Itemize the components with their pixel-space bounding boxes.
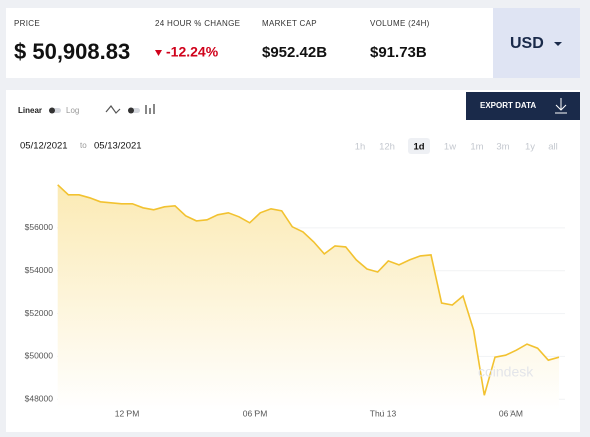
switch-knob — [128, 107, 134, 114]
range-button[interactable]: 1w — [444, 142, 456, 153]
range-button[interactable]: 1h — [355, 142, 366, 153]
x-tick-label: 06 PM — [243, 408, 268, 418]
line-icon[interactable] — [105, 105, 121, 114]
range-button[interactable]: 1m — [470, 142, 483, 153]
down-arrow — [155, 50, 162, 56]
y-tick-label: $56000 — [25, 222, 54, 232]
volume-label: VOLUME (24H) — [370, 19, 430, 28]
currency-select[interactable] — [493, 8, 580, 78]
area-fill — [57, 184, 559, 410]
stats-panel — [6, 8, 493, 78]
date-sep: to — [80, 141, 87, 150]
x-tick-label: 12 PM — [115, 408, 140, 418]
x-tick-label: 06 AM — [499, 408, 523, 418]
price: $ 50,908.83 — [14, 39, 130, 64]
linear-toggle[interactable]: Linear — [18, 106, 42, 115]
date-from[interactable]: 05/12/2021 — [20, 141, 68, 152]
range-button[interactable]: 1d — [413, 142, 424, 153]
currency: USD — [510, 35, 544, 52]
y-tick-label: $50000 — [25, 351, 54, 361]
change-label: 24 HOUR % CHANGE — [155, 19, 240, 28]
y-tick-label: $54000 — [25, 265, 54, 275]
range-button[interactable]: 3m — [496, 142, 509, 153]
market-cap-label: MARKET CAP — [262, 19, 317, 28]
log-toggle[interactable]: Log — [66, 106, 79, 115]
date-to[interactable]: 05/13/2021 — [94, 141, 142, 152]
switch-knob — [49, 107, 55, 114]
range-selected-bg — [408, 138, 430, 154]
watermark: coindesk — [478, 364, 534, 380]
volume: $91.73B — [370, 44, 427, 61]
range-button[interactable]: all — [548, 142, 558, 153]
change: -12.24% — [166, 44, 219, 60]
download-icon — [555, 98, 567, 114]
price-label: PRICE — [14, 19, 40, 28]
x-tick-label: Thu 13 — [370, 408, 397, 418]
y-tick-label: $48000 — [25, 394, 54, 404]
range-button[interactable]: 1y — [525, 142, 535, 153]
y-tick-label: $52000 — [25, 308, 54, 318]
price-line — [57, 184, 560, 396]
caret — [554, 42, 562, 46]
export-label: EXPORT DATA — [480, 101, 536, 110]
bar-icon[interactable] — [145, 104, 155, 114]
market-cap: $952.42B — [262, 44, 327, 61]
range-button[interactable]: 12h — [379, 142, 395, 153]
